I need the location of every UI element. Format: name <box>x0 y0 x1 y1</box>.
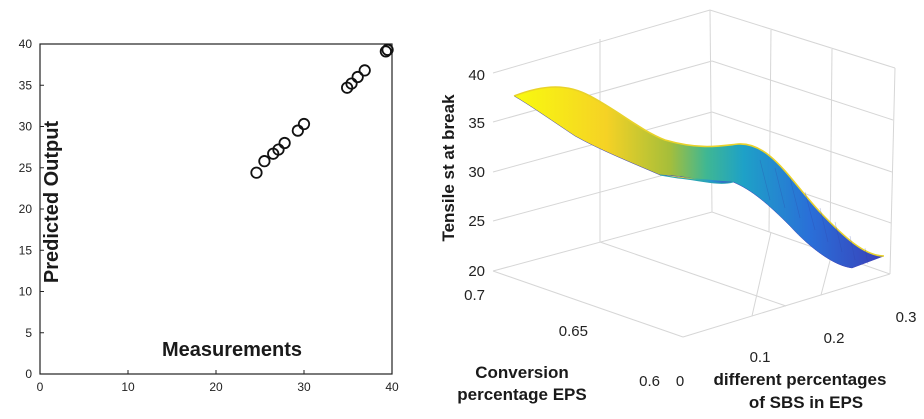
scatter-point <box>250 166 263 179</box>
scatter-y-tick-label: 0 <box>25 367 32 381</box>
x-tick: 0.3 <box>896 309 917 326</box>
scatter-x-ticks: 0 10 20 30 40 <box>37 370 399 394</box>
back-top-edge <box>492 9 896 74</box>
scatter-y-tick-label: 30 <box>19 120 33 134</box>
grid-z35-right <box>711 60 894 121</box>
surface-x-axis-label-line1: different percentages <box>714 370 887 389</box>
surface-x-ticks: 0 0.1 0.2 0.3 <box>676 309 917 390</box>
z-tick: 35 <box>468 115 485 132</box>
scatter-x-tick-label: 20 <box>209 380 223 394</box>
scatter-y-ticks: 0 5 10 15 20 25 30 35 40 <box>19 37 44 381</box>
floor-grid-y-mid <box>599 241 787 307</box>
z-tick: 40 <box>468 67 485 84</box>
scatter-point <box>351 70 364 84</box>
mesh-line <box>789 177 801 219</box>
scatter-y-axis-label: Predicted Output <box>41 121 63 284</box>
surface-y-ticks: 0.7 0.65 0.6 <box>464 287 660 390</box>
surface-y-axis-label-line2: percentage EPS <box>457 385 586 404</box>
scatter-y-tick-label: 10 <box>19 285 33 299</box>
scatter-points <box>250 43 394 179</box>
mesh-line <box>804 191 816 231</box>
scatter-x-tick-label: 30 <box>297 380 311 394</box>
mesh-line <box>864 247 869 265</box>
z-tick: 20 <box>468 263 485 280</box>
scatter-y-tick-label: 35 <box>19 78 33 92</box>
surface-z-ticks: 40 35 30 25 20 <box>468 67 485 280</box>
mesh-line <box>834 221 843 253</box>
y-tick: 0.65 <box>559 323 588 340</box>
floor-front-left-edge <box>492 270 684 338</box>
scatter-x-tick-label: 40 <box>385 380 399 394</box>
scatter-point <box>379 45 392 58</box>
floor-front-right-edge <box>682 273 891 338</box>
y-tick: 0.6 <box>639 373 660 390</box>
mesh-line <box>759 159 771 201</box>
scatter-x-tick-label: 10 <box>121 380 135 394</box>
scatter-point <box>381 43 394 56</box>
mesh-line <box>774 167 786 209</box>
scatter-point <box>358 64 371 77</box>
scatter-point <box>272 143 285 156</box>
right-vertical-edge <box>889 67 896 275</box>
mesh-line <box>849 235 856 261</box>
scatter-point <box>258 155 271 168</box>
scatter-plot-frame <box>39 43 393 375</box>
surface-mesh <box>513 86 885 269</box>
x-tick: 0.2 <box>824 330 845 347</box>
surface-z-axis-label: Tensile st at break <box>439 94 458 242</box>
x-tick: 0.1 <box>750 349 771 366</box>
scatter-y-tick-label: 15 <box>19 243 33 257</box>
z-tick: 30 <box>468 164 485 181</box>
scatter-y-tick-label: 20 <box>19 202 33 216</box>
scatter-point <box>278 136 291 150</box>
scatter-y-tick-label: 25 <box>19 161 33 175</box>
scatter-point <box>291 124 304 137</box>
surface-x-axis-label-line2: of SBS in EPS <box>749 393 863 412</box>
surface-y-axis-label-line1: Conversion <box>475 363 569 382</box>
scatter-y-tick-label: 40 <box>19 37 33 51</box>
scatter-point <box>345 77 358 90</box>
floor-grid-x-1 <box>751 231 772 317</box>
surface-mesh-lines <box>759 159 869 265</box>
surface-chart: 40 35 30 25 20 0.7 0.65 0.6 0 0.1 0.2 0.… <box>439 9 917 412</box>
grid-z35-left <box>492 60 713 123</box>
scatter-x-axis-label: Measurements <box>162 339 302 361</box>
z-tick: 25 <box>468 213 485 230</box>
mesh-line <box>819 207 829 243</box>
surface-sheet <box>513 86 885 269</box>
scatter-x-tick-label: 0 <box>37 380 44 394</box>
scatter-point <box>297 117 311 131</box>
surface-top-edge <box>513 86 885 257</box>
surface-front-lip <box>659 174 734 184</box>
y-tick: 0.7 <box>464 287 485 304</box>
x-tick: 0 <box>676 373 684 390</box>
grid-z30-right <box>711 111 893 173</box>
scatter-y-tick-label: 5 <box>25 326 32 340</box>
grid-back-x-2 <box>829 48 833 254</box>
